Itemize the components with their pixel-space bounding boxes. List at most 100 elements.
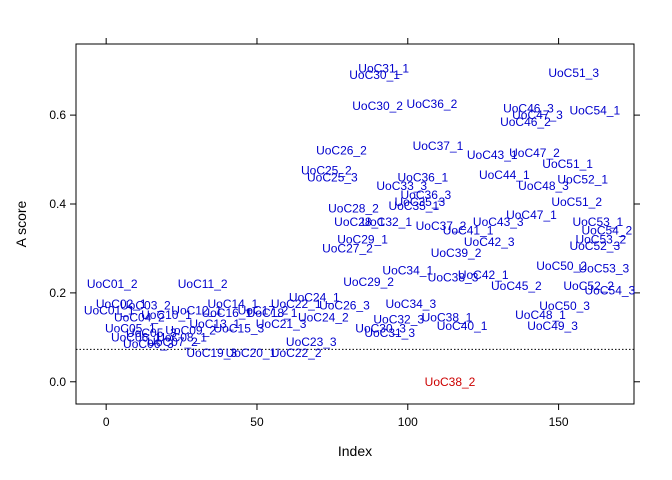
data-point-label: UoC46_2 bbox=[500, 115, 551, 129]
data-point-label: UoC46_3 bbox=[503, 101, 554, 115]
data-point-label: UoC42_3 bbox=[464, 235, 515, 249]
data-point-label: UoC35_3 bbox=[394, 195, 445, 209]
data-point-label: UoC53_3 bbox=[578, 261, 629, 275]
data-point-label: UoC52_1 bbox=[557, 173, 608, 187]
data-point-label: UoC54_3 bbox=[585, 284, 636, 298]
data-point-label: UoC47_1 bbox=[506, 208, 557, 222]
data-point-label: UoC01_1 bbox=[84, 304, 135, 318]
data-point-label: UoC54_2 bbox=[582, 224, 633, 238]
data-point-label: UoC37_2 bbox=[416, 219, 467, 233]
data-point-label: UoC08_1 bbox=[156, 330, 207, 344]
data-point-label: UoC40_1 bbox=[437, 319, 488, 333]
data-point-label: UoC15_3 bbox=[214, 321, 265, 335]
data-point-label: UoC05_3 bbox=[126, 326, 177, 340]
data-point-label: UoC27_2 bbox=[322, 241, 373, 255]
data-point-label: UoC53_2 bbox=[575, 233, 626, 247]
plot-frame bbox=[75, 43, 635, 405]
data-point-label: UoC12_1 bbox=[171, 304, 222, 318]
data-point-label: UoC36_3 bbox=[401, 188, 452, 202]
data-point-label: UoC37_1 bbox=[413, 139, 464, 153]
x-tick-label: 150 bbox=[549, 415, 569, 429]
y-tick-label: 0.6 bbox=[49, 108, 66, 122]
data-point-label: UoC45_2 bbox=[491, 279, 542, 293]
data-point-label: UoC54_1 bbox=[569, 104, 620, 118]
data-point-label: UoC53_1 bbox=[572, 215, 623, 229]
data-point-label: UoC28_2 bbox=[328, 201, 379, 215]
x-axis-title: Index bbox=[338, 443, 372, 459]
data-point-label: UoC39_2 bbox=[431, 246, 482, 260]
y-tick-label: 0.2 bbox=[49, 286, 66, 300]
y-tick-label: 0.4 bbox=[49, 197, 66, 211]
x-tick-label: 0 bbox=[103, 415, 110, 429]
data-point-label-flagged: UoC38_2 bbox=[425, 375, 476, 389]
data-point-label: UoC18_1 bbox=[247, 306, 298, 320]
data-point-label: UoC47_3 bbox=[512, 108, 563, 122]
data-point-label: UoC07_2 bbox=[147, 335, 198, 349]
data-point-label: UoC48_3 bbox=[518, 179, 569, 193]
data-point-label: UoC52_3 bbox=[569, 239, 620, 253]
data-point-label: UoC32_1 bbox=[361, 215, 412, 229]
data-point-label: UoC19_3 bbox=[186, 346, 237, 360]
axis-ticks: 0 50 100 150 0.0 0.2 0.4 0.6 bbox=[49, 38, 640, 429]
data-point-label: UoC38_1 bbox=[422, 310, 473, 324]
data-point-label: UoC28_1 bbox=[334, 215, 385, 229]
y-axis-title: A score bbox=[13, 200, 29, 247]
data-point-label: UoC01_2 bbox=[87, 277, 138, 291]
data-point-label: UoC32_3 bbox=[373, 313, 424, 327]
data-point-label: UoC34_3 bbox=[385, 297, 436, 311]
data-point-label: UoC25_3 bbox=[307, 170, 358, 184]
data-point-label: UoC22_1 bbox=[271, 297, 322, 311]
data-point-label: UoC21_3 bbox=[256, 317, 307, 331]
data-point-label: UoC44_1 bbox=[479, 168, 530, 182]
data-point-label: UoC30_3 bbox=[355, 321, 406, 335]
data-point-label: UoC50_3 bbox=[539, 299, 590, 313]
data-point-label: UoC52_2 bbox=[563, 279, 614, 293]
data-point-label: UoC33_3 bbox=[376, 179, 427, 193]
data-point-label: UoC23_3 bbox=[286, 335, 337, 349]
data-point-label: UoC14_1 bbox=[207, 297, 258, 311]
data-point-label: UoC35_1 bbox=[388, 199, 439, 213]
data-point-label: UoC20_1 bbox=[226, 346, 277, 360]
data-point-label: UoC25_2 bbox=[301, 164, 352, 178]
data-point-label: UoC41_1 bbox=[443, 224, 494, 238]
data-point-label: UoC43_1 bbox=[467, 148, 518, 162]
data-point-label: UoC17_2 bbox=[238, 304, 289, 318]
data-point-label: UoC10_1 bbox=[141, 308, 192, 322]
data-point-label: UoC51_2 bbox=[551, 195, 602, 209]
data-point-label: UoC51_1 bbox=[542, 157, 593, 171]
data-point-label: UoC29_1 bbox=[337, 233, 388, 247]
data-point-label: UoC51_3 bbox=[548, 66, 599, 80]
data-point-label: UoC49_3 bbox=[527, 319, 578, 333]
data-point-label: UoC50_2 bbox=[536, 259, 587, 273]
data-point-label: UoC02_1 bbox=[96, 297, 147, 311]
data-point-label: UoC38_3 bbox=[428, 270, 479, 284]
data-point-label: UoC06_1 bbox=[111, 330, 162, 344]
data-point-label: UoC16_1 bbox=[201, 306, 252, 320]
data-point-label: UoC47_2 bbox=[509, 146, 560, 160]
data-point-label: UoC04_2 bbox=[114, 310, 165, 324]
data-point-label: UoC30_2 bbox=[352, 99, 403, 113]
data-point-label: UoC31_3 bbox=[364, 326, 415, 340]
y-tick-label: 0.0 bbox=[49, 375, 66, 389]
data-point-label: UoC42_1 bbox=[458, 268, 509, 282]
data-point-label: UoC36_1 bbox=[398, 170, 449, 184]
data-point-label: UoC24_2 bbox=[298, 310, 349, 324]
data-point-label: UoC26_3 bbox=[319, 298, 370, 312]
data-point-label: UoC29_2 bbox=[343, 275, 394, 289]
data-point-label: UoC43_3 bbox=[473, 215, 524, 229]
data-labels: UoC01_2UoC01_1UoC02_1UoC03_2UoC04_2UoC05… bbox=[84, 61, 636, 388]
data-point-label: UoC13_1 bbox=[189, 317, 240, 331]
x-tick-label: 50 bbox=[250, 415, 264, 429]
data-point-label: UoC09_2 bbox=[165, 324, 216, 338]
data-point-label: UoC30_1 bbox=[349, 68, 400, 82]
data-point-label: UoC31_1 bbox=[358, 61, 409, 75]
x-tick-label: 100 bbox=[398, 415, 418, 429]
data-point-label: UoC03_2 bbox=[120, 298, 171, 312]
data-point-label: UoC06_3 bbox=[123, 337, 174, 351]
data-point-label: UoC48_1 bbox=[515, 308, 566, 322]
data-point-label: UoC05_1 bbox=[105, 321, 156, 335]
data-point-label: UoC26_2 bbox=[316, 144, 367, 158]
data-point-label: UoC36_2 bbox=[407, 97, 458, 111]
data-point-label: UoC34_1 bbox=[382, 264, 433, 278]
